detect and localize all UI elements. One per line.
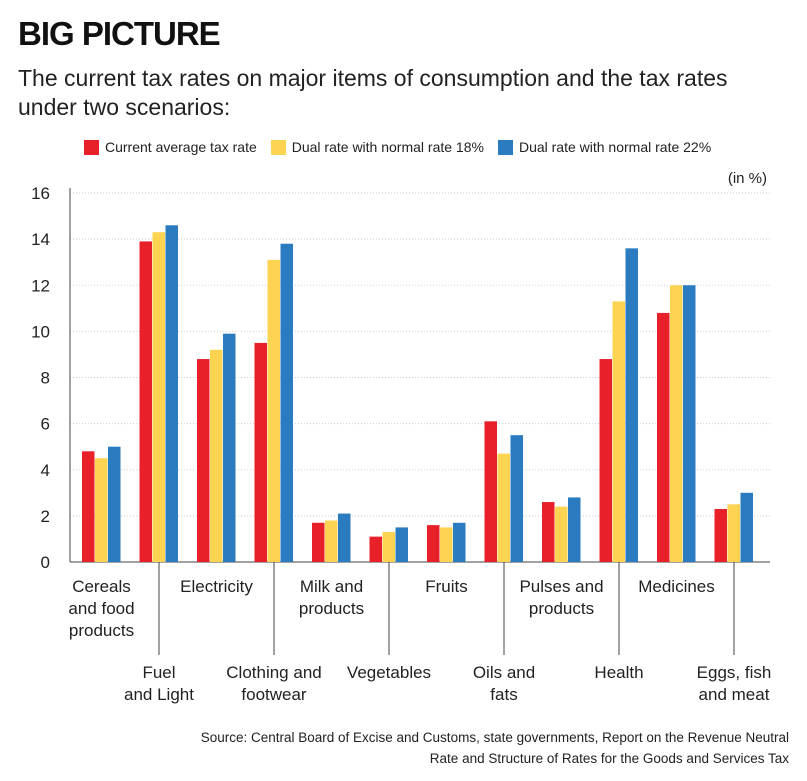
bar-2-6 (453, 522, 466, 562)
legend-label-current: Current average tax rate (105, 139, 257, 155)
bar-0-5 (369, 536, 382, 562)
legend-label-22: Dual rate with normal rate 22% (518, 139, 712, 155)
bar-0-0 (82, 451, 95, 562)
category-label-line: products (529, 599, 594, 618)
category-label: Electricity (180, 577, 253, 596)
bar-2-11 (740, 492, 753, 562)
legend-item-18: Dual rate with normal rate 18% (270, 139, 484, 155)
category-label-line: Electricity (180, 577, 253, 596)
bar-2-3 (280, 243, 293, 563)
unit-note: (in %) (727, 170, 767, 187)
bar-0-4 (312, 522, 325, 562)
bar-0-7 (484, 421, 497, 562)
category-label: Cereals and food products (68, 577, 134, 640)
category-label-line: Fuel (142, 663, 175, 682)
bar-0-6 (427, 525, 440, 562)
legend-swatch-18 (270, 139, 286, 155)
bar-0-10 (657, 312, 670, 562)
category-label: Fruits (425, 577, 468, 596)
category-label-line: Oils and (473, 663, 535, 682)
bar-1-8 (555, 506, 568, 562)
legend-swatch-current (84, 139, 99, 155)
bar-0-2 (197, 359, 210, 562)
bar-2-1 (165, 225, 178, 562)
bar-1-1 (152, 232, 165, 563)
y-tick-label: 6 (41, 415, 50, 434)
legend-item-22: Dual rate with normal rate 22% (497, 139, 712, 155)
category-label-line: products (299, 599, 364, 618)
y-tick-label: 16 (31, 184, 50, 203)
bar-2-2 (223, 333, 236, 562)
bar-0-11 (714, 508, 727, 562)
y-tick-label: 8 (41, 369, 50, 388)
category-label: Pulses and products (519, 577, 603, 618)
source-line-2: Rate and Structure of Rates for the Good… (429, 751, 789, 766)
chart-legend: Current average tax rate Dual rate with … (84, 136, 725, 158)
category-label-line: footwear (241, 685, 307, 704)
category-label-line: and Light (124, 685, 194, 704)
bar-0-1 (139, 241, 152, 562)
y-tick-label: 0 (41, 553, 50, 572)
category-label: Medicines (638, 577, 715, 596)
bar-2-10 (683, 285, 696, 562)
y-tick-label: 4 (41, 461, 50, 480)
bar-1-10 (670, 285, 683, 562)
y-tick-label: 2 (41, 507, 50, 526)
category-label-line: Vegetables (347, 663, 431, 682)
legend-item-current: Current average tax rate (84, 139, 257, 155)
category-label: Clothing and footwear (226, 663, 321, 704)
category-label: Vegetables (347, 663, 431, 682)
category-label-line: fats (490, 685, 517, 704)
category-label-line: and food (68, 599, 134, 618)
page-kicker: BIG PICTURE (18, 15, 221, 52)
bar-1-3 (267, 259, 280, 562)
bar-2-7 (510, 435, 523, 562)
bar-2-4 (338, 513, 351, 562)
bar-1-6 (440, 527, 453, 562)
category-label-line: Cereals (72, 577, 131, 596)
bar-1-7 (497, 453, 510, 562)
bar-2-5 (395, 527, 408, 562)
y-tick-label: 12 (31, 276, 50, 295)
category-label-line: and meat (699, 685, 770, 704)
category-label-line: Health (594, 663, 643, 682)
category-label: Eggs, fish and meat (697, 663, 772, 704)
source-note: Source: Central Board of Excise and Cust… (201, 727, 789, 769)
bar-0-8 (542, 502, 555, 562)
category-label: Fuel and Light (124, 663, 194, 704)
bar-2-9 (625, 248, 638, 562)
chart-subtitle: The current tax rates on major items of … (18, 65, 728, 120)
legend-label-18: Dual rate with normal rate 18% (291, 139, 484, 155)
category-label: Oils and fats (473, 663, 535, 704)
bar-1-0 (95, 458, 108, 562)
category-label-line: Fruits (425, 577, 468, 596)
category-label: Health (594, 663, 643, 682)
bar-2-8 (568, 497, 581, 562)
legend-swatch-22 (497, 139, 513, 155)
bar-0-9 (599, 359, 612, 562)
bar-1-9 (612, 301, 625, 562)
bar-1-4 (325, 520, 338, 562)
category-label: Milk and products (299, 577, 364, 618)
y-tick-label: 14 (31, 230, 50, 249)
bar-1-5 (382, 532, 395, 562)
category-label-line: products (69, 621, 134, 640)
category-label-line: Medicines (638, 577, 715, 596)
source-line-1: Source: Central Board of Excise and Cust… (200, 730, 789, 745)
bar-2-0 (108, 446, 121, 562)
bar-0-3 (254, 342, 267, 562)
category-label-line: Milk and (300, 577, 363, 596)
category-label-line: Eggs, fish (697, 663, 772, 682)
bar-1-2 (210, 349, 223, 562)
category-label-line: Pulses and (519, 577, 603, 596)
y-tick-label: 10 (31, 322, 50, 341)
bar-1-11 (727, 504, 740, 562)
category-label-line: Clothing and (226, 663, 321, 682)
